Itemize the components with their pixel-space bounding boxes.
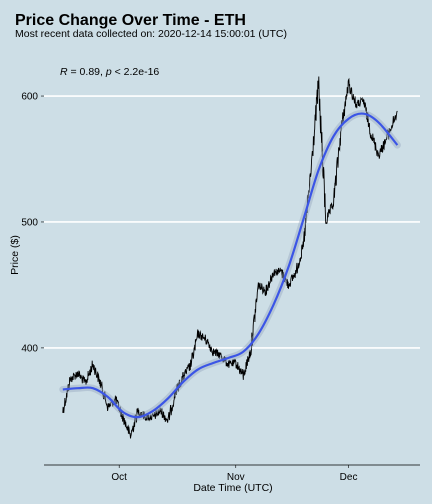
gridlines [44, 95, 420, 349]
y-axis-label: Price ($) [9, 235, 21, 275]
x-tick-label-Oct: Oct [111, 472, 127, 483]
series-layer [59, 76, 401, 439]
x-axis-label: Date Time (UTC) [193, 482, 272, 494]
y-tick-label-400: 400 [21, 343, 38, 354]
x-axis-ticks: Oct Nov Dec [111, 465, 357, 483]
price-line [62, 76, 398, 439]
chart-title: Price Change Over Time - ETH [15, 12, 246, 29]
y-tick-label-500: 500 [21, 217, 38, 228]
y-tick-label-600: 600 [21, 92, 38, 103]
y-axis-ticks: 400 500 600 [21, 92, 44, 354]
x-tick-label-Dec: Dec [340, 472, 358, 483]
p-value: < 2.2e-16 [112, 66, 160, 78]
p-symbol: p [105, 66, 112, 78]
x-tick-label-Nov: Nov [227, 472, 245, 483]
r-symbol: R [60, 66, 68, 78]
smooth-trend-line [62, 112, 399, 419]
correlation-annotation: R = 0.89, p < 2.2e-16 [60, 66, 159, 78]
r-value: = 0.89, [68, 66, 106, 78]
chart-subtitle: Most recent data collected on: 2020-12-1… [15, 28, 287, 40]
